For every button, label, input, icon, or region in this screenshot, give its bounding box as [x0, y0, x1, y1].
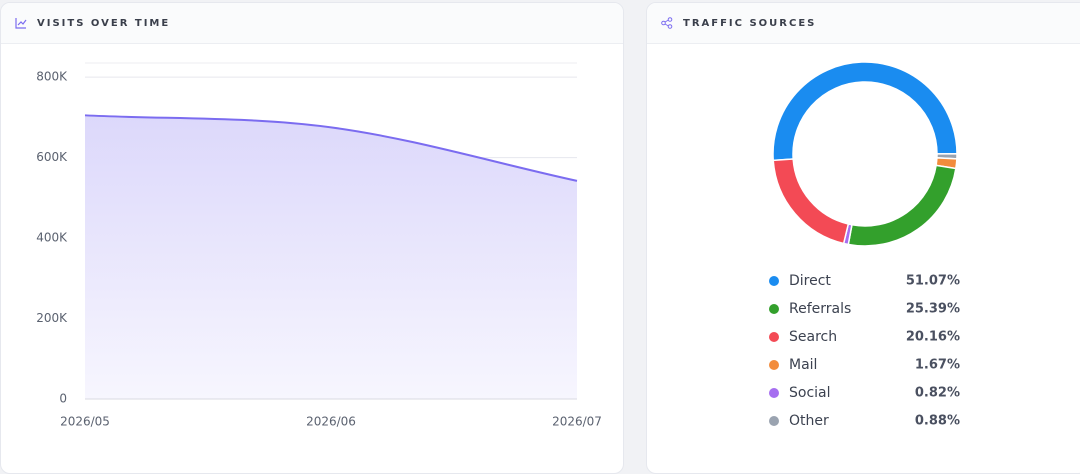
- area-fill: [85, 115, 577, 400]
- legend-label: Search: [789, 329, 837, 345]
- x-tick-label: 2026/05: [60, 415, 110, 429]
- legend-dot: [769, 276, 779, 286]
- legend-dot: [769, 416, 779, 426]
- card-header: TRAFFIC SOURCES: [647, 3, 1080, 44]
- legend-dot: [769, 388, 779, 398]
- legend-dot: [769, 304, 779, 314]
- y-tick-label: 200K: [36, 311, 68, 325]
- y-tick-label: 600K: [36, 150, 68, 164]
- x-tick-label: 2026/06: [306, 415, 356, 429]
- legend-value: 1.67%: [915, 358, 960, 373]
- card-title: TRAFFIC SOURCES: [683, 17, 817, 29]
- legend-dot: [769, 360, 779, 370]
- y-tick-label: 400K: [36, 231, 68, 245]
- charts: 0 200K 400K 600K 800K 2026/05 2026/06 2026/07 Di…: [36, 61, 960, 429]
- donut-segment: [772, 61, 958, 162]
- y-tick-label: 800K: [36, 70, 68, 84]
- icon: [661, 17, 673, 29]
- donut-segment: [847, 164, 957, 247]
- legend-label: Direct: [789, 273, 831, 289]
- x-tick-label: 2026/07: [552, 415, 602, 429]
- legend-value: 0.88%: [915, 414, 960, 429]
- legend-value: 51.07%: [906, 274, 960, 289]
- icon: [15, 18, 27, 29]
- legend-label: Mail: [789, 357, 817, 373]
- donut-segment: [772, 158, 850, 245]
- legend-dot: [769, 332, 779, 342]
- legend-label: Social: [789, 385, 831, 401]
- card-title: VISITS OVER TIME: [37, 17, 171, 29]
- legend-value: 0.82%: [915, 386, 960, 401]
- legend-value: 25.39%: [906, 302, 960, 317]
- line: [84, 114, 578, 182]
- card-header: VISITS OVER TIME: [1, 3, 623, 44]
- legend-value: 20.16%: [906, 330, 960, 345]
- y-tick-label: 0: [59, 392, 67, 406]
- legend-label: Referrals: [789, 301, 851, 317]
- legend-label: Other: [789, 413, 829, 429]
